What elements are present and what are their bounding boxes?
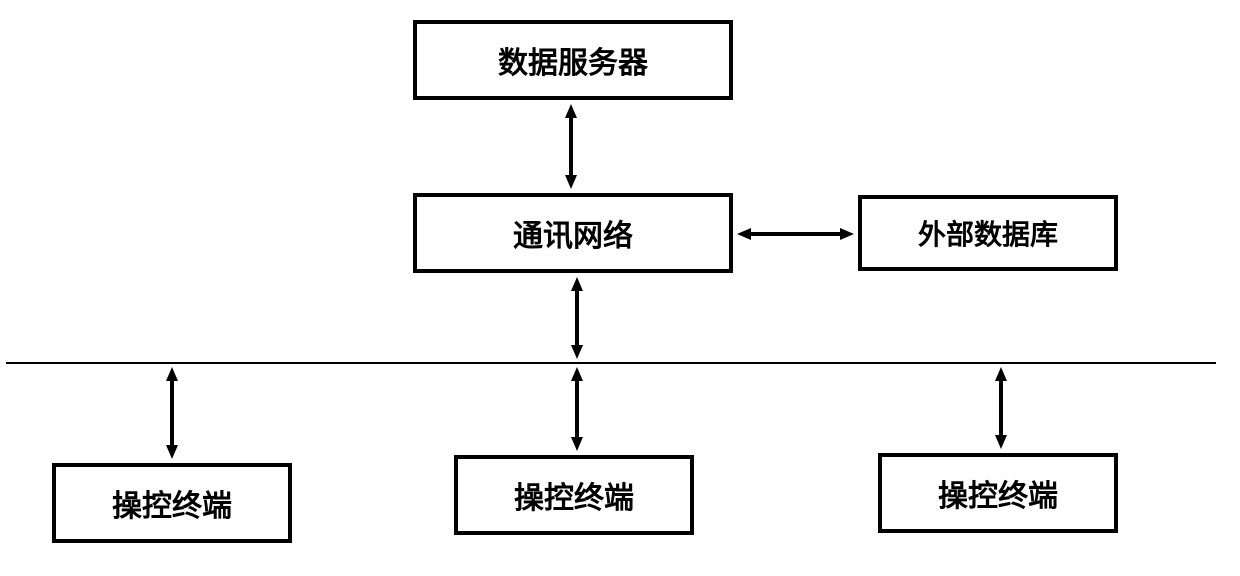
diagram-canvas: 数据服务器 通讯网络 外部数据库 操控终端 操控终端 操控终端 xyxy=(0,0,1240,576)
node-label: 通讯网络 xyxy=(513,211,633,255)
node-label: 操控终端 xyxy=(112,481,232,525)
node-label: 操控终端 xyxy=(514,473,634,517)
node-terminal-2: 操控终端 xyxy=(454,455,694,535)
node-comm-network: 通讯网络 xyxy=(413,193,733,273)
node-terminal-3: 操控终端 xyxy=(878,453,1118,533)
node-label: 外部数据库 xyxy=(918,213,1058,253)
node-external-db: 外部数据库 xyxy=(858,195,1118,271)
node-terminal-1: 操控终端 xyxy=(52,463,292,543)
node-label: 操控终端 xyxy=(938,471,1058,515)
node-data-server: 数据服务器 xyxy=(413,20,733,100)
bus-line xyxy=(6,362,1216,364)
node-label: 数据服务器 xyxy=(498,38,648,82)
